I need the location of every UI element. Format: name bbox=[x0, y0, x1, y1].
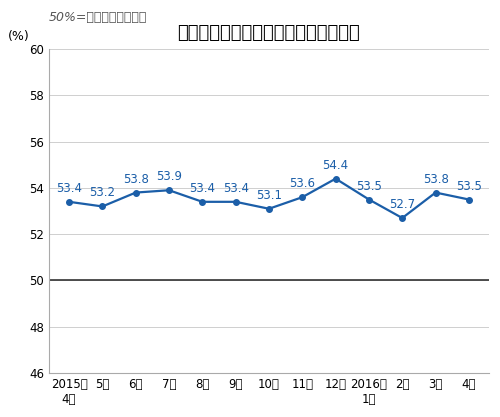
Text: 53.9: 53.9 bbox=[156, 170, 182, 183]
Text: 53.5: 53.5 bbox=[456, 180, 482, 193]
Text: 53.4: 53.4 bbox=[190, 182, 216, 195]
Text: 53.1: 53.1 bbox=[256, 189, 282, 202]
Text: 53.4: 53.4 bbox=[56, 182, 82, 195]
Text: 53.6: 53.6 bbox=[290, 177, 316, 190]
Text: 53.8: 53.8 bbox=[422, 173, 448, 186]
Text: 53.2: 53.2 bbox=[90, 186, 116, 199]
Y-axis label: (%): (%) bbox=[8, 30, 29, 43]
Text: 53.8: 53.8 bbox=[123, 173, 148, 186]
Text: 52.7: 52.7 bbox=[389, 198, 415, 211]
Text: 50%=与上月比较无变化: 50%=与上月比较无变化 bbox=[49, 11, 148, 24]
Title: 非制造业商务活动指数（经季节调整）: 非制造业商务活动指数（经季节调整） bbox=[178, 24, 360, 42]
Text: 53.5: 53.5 bbox=[356, 180, 382, 193]
Text: 53.4: 53.4 bbox=[222, 182, 248, 195]
Text: 54.4: 54.4 bbox=[322, 159, 348, 172]
